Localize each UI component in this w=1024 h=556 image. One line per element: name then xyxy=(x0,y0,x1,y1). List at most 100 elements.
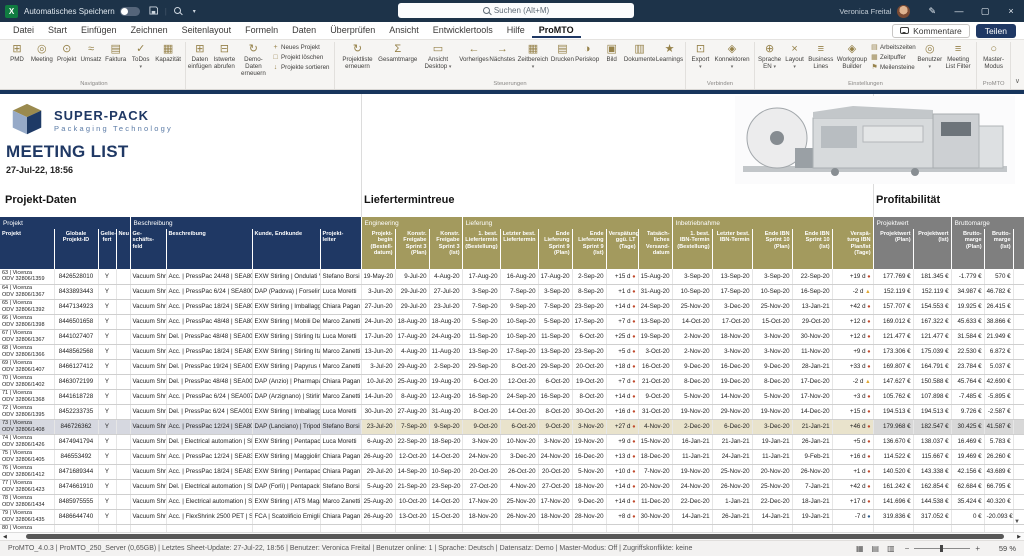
cell[interactable]: 30-Nov-20 xyxy=(792,329,833,345)
cell[interactable] xyxy=(116,464,131,480)
cell[interactable]: 77 | Vicenza ODV 32806/1423 xyxy=(0,479,55,495)
cell[interactable]: 6-Aug-20 xyxy=(361,434,396,450)
learnings-button[interactable]: ★ Learnings xyxy=(655,43,684,63)
cell[interactable]: Vacuum Shrink xyxy=(130,389,167,405)
cell[interactable]: Acc. | PressPac 24/48 | SEA8062 | P xyxy=(166,269,253,285)
cell[interactable]: 154.553 € xyxy=(913,299,952,315)
cell[interactable] xyxy=(361,524,396,532)
cell[interactable]: 69 | Vicenza ODV 32806/1407 xyxy=(0,359,55,375)
cell[interactable]: 161.242 € xyxy=(873,479,914,495)
cell[interactable]: 3-Jun-20 xyxy=(361,284,396,300)
cell[interactable]: 19-Nov-20 xyxy=(672,404,713,420)
cell[interactable]: EXW Stirling | ATS Magazzini xyxy=(252,494,321,510)
cell[interactable]: +14 d ● xyxy=(606,494,639,510)
cell[interactable]: 26.415 € xyxy=(984,299,1014,315)
cell[interactable]: 19-Jan-21 xyxy=(792,509,833,525)
cell[interactable]: 13-Oct-20 xyxy=(395,509,430,525)
normal-view-icon[interactable]: ▦ xyxy=(855,544,864,553)
cell[interactable]: 8441618728 xyxy=(54,389,99,405)
cell[interactable]: 16-Aug-20 xyxy=(500,269,539,285)
search-icon[interactable] xyxy=(173,6,185,16)
cell[interactable]: EXW Stirling | Imballaggio Autor xyxy=(252,299,321,315)
cell[interactable]: Vacuum Shrink xyxy=(130,494,167,510)
cell[interactable]: 66.795 € xyxy=(984,479,1014,495)
cell[interactable]: 9-Dec-20 xyxy=(752,359,793,375)
pmd-button[interactable]: ⊞ PMD xyxy=(10,43,24,63)
cell[interactable]: 24-Sep-20 xyxy=(638,299,673,315)
cell[interactable]: 25-Nov-20 xyxy=(672,299,713,315)
scroll-left-icon[interactable]: ◀ xyxy=(3,533,7,540)
cell[interactable]: Marco Zanetti xyxy=(320,344,362,360)
cell[interactable]: 8441027407 xyxy=(54,329,99,345)
cell[interactable]: EXW Stirling | Mobili Design-1 E xyxy=(252,314,321,330)
cell[interactable]: 7-Sep-20 xyxy=(462,299,501,315)
cell[interactable]: 26-Oct-20 xyxy=(500,464,539,480)
cell[interactable]: 31-Aug-20 xyxy=(638,284,673,300)
cell[interactable]: 67 | Vicenza ODV 32806/1367 xyxy=(0,329,55,345)
master-modus-button[interactable]: ○ Master-Modus xyxy=(983,43,1005,70)
cell[interactable]: 136.670 € xyxy=(873,434,914,450)
cell[interactable]: 16.469 € xyxy=(951,434,985,450)
cell[interactable]: 12-Aug-20 xyxy=(429,389,463,405)
cell[interactable]: 7-Sep-20 xyxy=(500,284,539,300)
cell[interactable]: +16 d ● xyxy=(832,449,874,465)
cell[interactable]: Vacuum Shrink xyxy=(130,374,167,390)
cell[interactable]: Chiara Pagan xyxy=(320,374,362,390)
cell[interactable]: 7-Sep-20 xyxy=(538,299,573,315)
cell[interactable] xyxy=(1013,404,1024,420)
cell[interactable]: Acc. | PressPac 12/24 | SEA8037 | F xyxy=(166,419,253,435)
cell[interactable]: Vacuum Shrink xyxy=(130,509,167,525)
cell[interactable]: 18-Sep-20 xyxy=(429,434,463,450)
cell[interactable] xyxy=(116,359,131,375)
cell[interactable]: -7.485 € xyxy=(951,389,985,405)
ansicht-desktop-button[interactable]: ▭ Ansicht Desktop ▾ xyxy=(424,43,452,70)
cell[interactable]: 25-Nov-20 xyxy=(752,479,793,495)
save-icon[interactable] xyxy=(149,5,158,17)
cell[interactable]: 8448562568 xyxy=(54,344,99,360)
cell[interactable]: +33 d ● xyxy=(832,359,874,375)
cell[interactable]: 8-Dec-20 xyxy=(672,374,713,390)
projekt-loeschen-button[interactable]: □ Projekt löschen xyxy=(273,54,324,61)
menu-tab-daten[interactable]: Daten xyxy=(292,25,317,35)
maximize-button[interactable]: ▢ xyxy=(980,5,990,16)
cell[interactable]: EXW Stirling | Pentapack Italia - xyxy=(252,434,321,450)
share-button[interactable]: Teilen xyxy=(975,23,1016,38)
kapazitaet-button[interactable]: ▦ Kapazität xyxy=(155,43,182,63)
cell[interactable]: Chiara Pagan xyxy=(320,299,362,315)
cell[interactable]: Acc. | Electrical automation | SEA00 xyxy=(166,494,253,510)
cell[interactable]: 26-Aug-20 xyxy=(361,449,396,465)
cell[interactable]: Y xyxy=(98,434,117,450)
cell[interactable]: 24-Nov-20 xyxy=(672,479,713,495)
cell[interactable]: 41.587 € xyxy=(984,419,1014,435)
cell[interactable]: 11-Sep-20 xyxy=(462,329,501,345)
cell[interactable] xyxy=(1013,509,1024,525)
cell[interactable]: 21-Jan-21 xyxy=(792,419,833,435)
cell[interactable] xyxy=(1013,524,1024,532)
cell[interactable]: 18-Nov-20 xyxy=(712,329,753,345)
cell[interactable]: 22-Dec-20 xyxy=(672,494,713,510)
cell[interactable]: Y xyxy=(98,344,117,360)
cell[interactable]: 6-Oct-20 xyxy=(572,329,607,345)
cell[interactable]: +3 d ● xyxy=(832,389,874,405)
cell[interactable]: 3-Dec-20 xyxy=(712,299,753,315)
cell[interactable]: 24-Nov-20 xyxy=(538,449,573,465)
cell[interactable]: 14-Nov-20 xyxy=(712,389,753,405)
cell[interactable]: 17-Oct-20 xyxy=(712,314,753,330)
cell[interactable] xyxy=(116,494,131,510)
cell[interactable]: 13-Jun-20 xyxy=(361,344,396,360)
cell[interactable]: 17-Sep-20 xyxy=(572,314,607,330)
cell[interactable]: Acc. | PressPac 12/24 | SEA8398 | F xyxy=(166,449,253,465)
vorheriges-button[interactable]: ← Vorheriges xyxy=(459,43,489,63)
cell[interactable]: Vacuum Shrink xyxy=(130,449,167,465)
zoom-out-icon[interactable]: − xyxy=(904,544,910,553)
page-break-view-icon[interactable]: ▥ xyxy=(887,544,895,553)
cell[interactable]: 16-Sep-20 xyxy=(462,389,501,405)
cell[interactable] xyxy=(572,524,607,532)
cell[interactable]: Vacuum Shrink xyxy=(130,329,167,345)
cell[interactable] xyxy=(1013,464,1024,480)
cell[interactable]: 11-Jan-21 xyxy=(672,449,713,465)
cell[interactable] xyxy=(116,479,131,495)
cell[interactable]: 14-Jan-21 xyxy=(752,509,793,525)
cell[interactable]: Acc. | PressPac 6/24 | SEA0074 | P. xyxy=(166,389,253,405)
cell[interactable] xyxy=(116,314,131,330)
